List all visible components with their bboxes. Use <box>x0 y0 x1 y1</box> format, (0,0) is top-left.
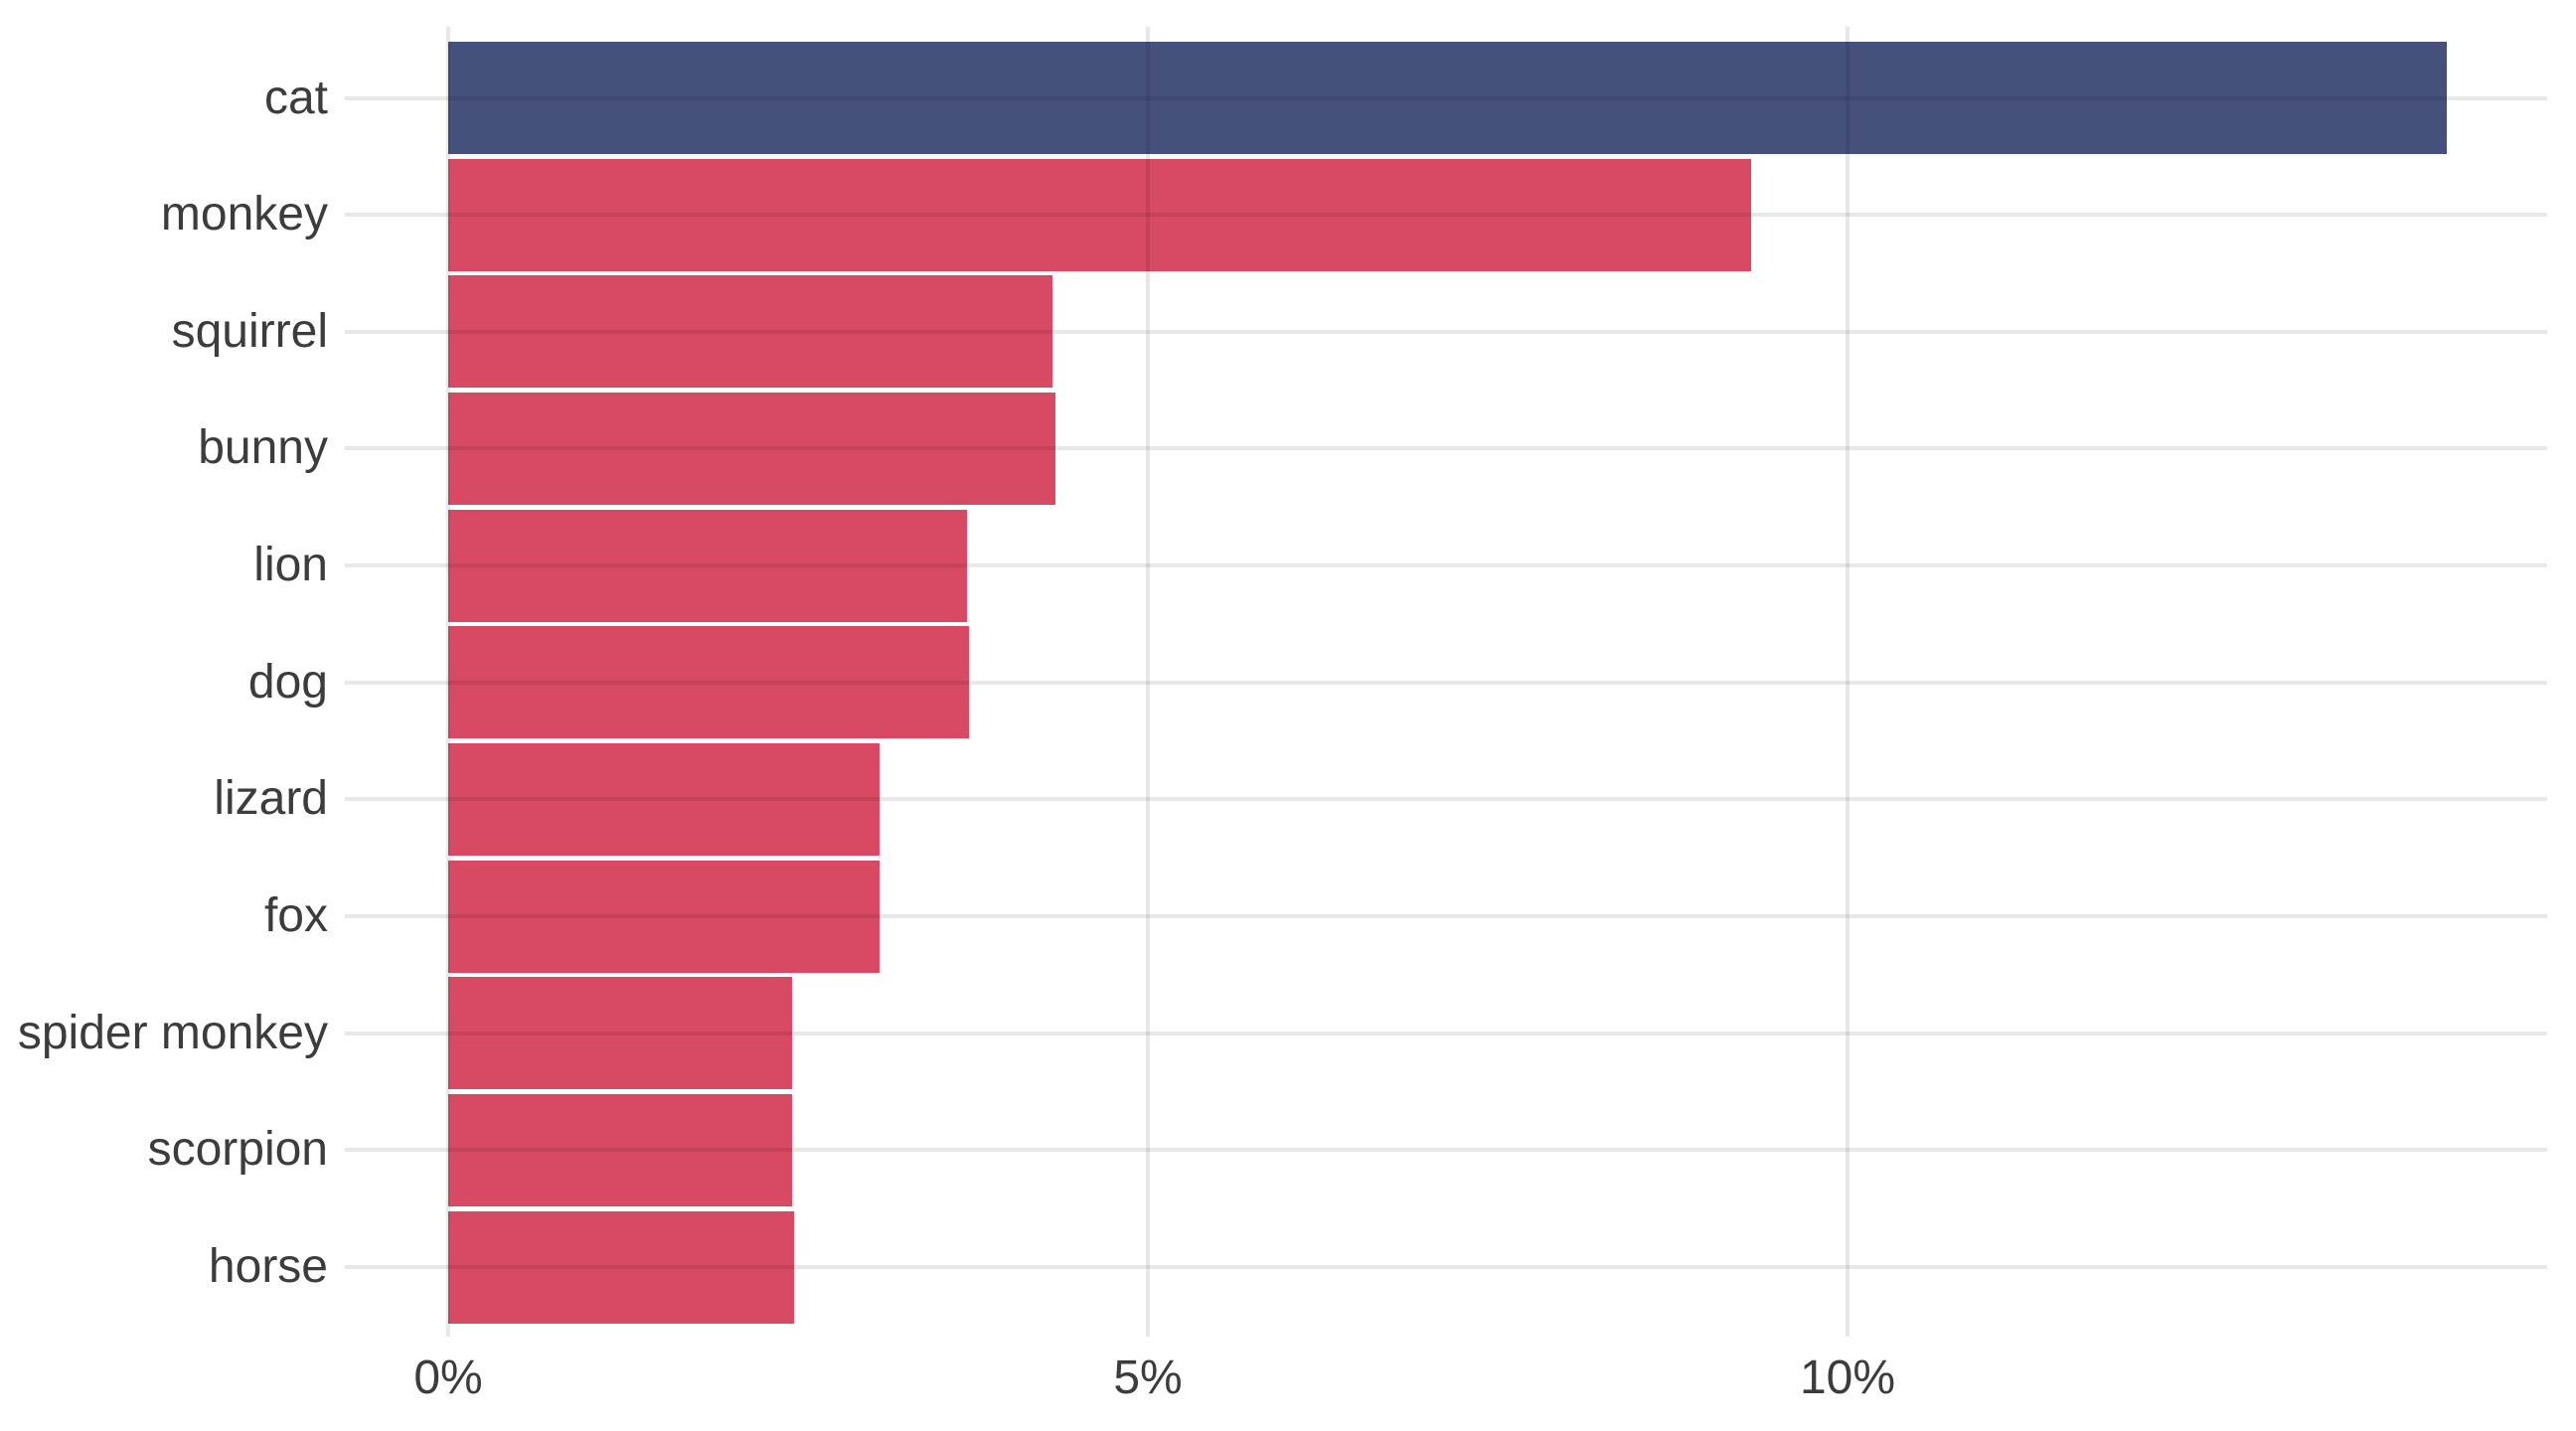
bar-lion <box>448 509 968 622</box>
bar-horse <box>448 1210 794 1324</box>
category-label-lizard: lizard <box>214 772 328 826</box>
row-gridline-bunny <box>345 446 2547 451</box>
category-label-fox: fox <box>263 889 328 943</box>
category-label-bunny: bunny <box>198 421 328 475</box>
category-label-squirrel: squirrel <box>171 304 328 358</box>
bar-fox <box>448 860 880 973</box>
x-gridline-0% <box>446 27 450 1337</box>
x-gridline-10% <box>1846 27 1850 1337</box>
bar-spider-monkey <box>448 977 793 1090</box>
bar-squirrel <box>448 275 1053 389</box>
x-tick-label-0%: 0% <box>413 1352 483 1404</box>
bar-cat <box>448 42 2447 154</box>
row-gridline-fox <box>345 914 2547 919</box>
row-gridline-lion <box>345 563 2547 568</box>
bar-monkey <box>448 158 1751 271</box>
category-label-horse: horse <box>208 1240 328 1293</box>
row-gridline-squirrel <box>345 329 2547 334</box>
row-gridline-cat <box>345 95 2547 100</box>
category-label-lion: lion <box>253 539 328 592</box>
row-gridline-spider-monkey <box>345 1031 2547 1035</box>
row-gridline-horse <box>345 1265 2547 1269</box>
bar-dog <box>448 626 969 739</box>
row-gridline-dog <box>345 680 2547 685</box>
row-gridline-monkey <box>345 213 2547 218</box>
x-tick-label-5%: 5% <box>1113 1352 1183 1404</box>
category-label-spider-monkey: spider monkey <box>17 1006 328 1059</box>
category-label-cat: cat <box>263 71 328 124</box>
bar-bunny <box>448 392 1056 505</box>
x-gridline-5% <box>1146 27 1150 1337</box>
row-gridline-lizard <box>345 797 2547 802</box>
category-label-monkey: monkey <box>160 188 328 241</box>
category-label-dog: dog <box>247 655 328 709</box>
bar-lizard <box>448 742 880 856</box>
bar-scorpion <box>448 1093 793 1206</box>
x-tick-label-10%: 10% <box>1799 1352 1896 1404</box>
category-label-scorpion: scorpion <box>147 1123 328 1177</box>
row-gridline-scorpion <box>345 1148 2547 1153</box>
